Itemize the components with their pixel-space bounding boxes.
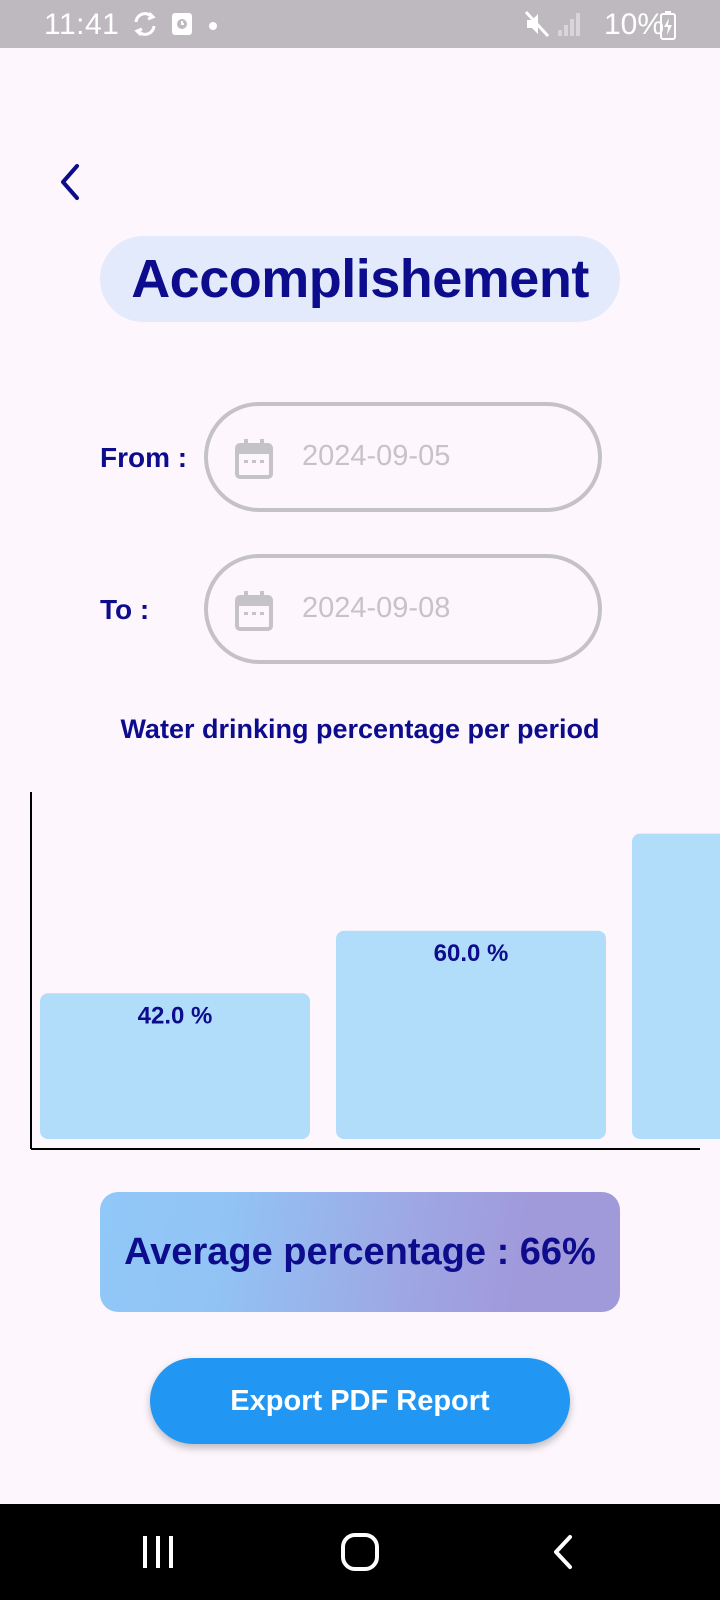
average-text: Average percentage : 66% xyxy=(124,1230,596,1273)
mute-icon xyxy=(524,10,550,43)
recent-apps-icon[interactable] xyxy=(140,1532,176,1577)
chart-bar-1[interactable] xyxy=(40,993,310,1139)
to-label: To : xyxy=(100,594,150,625)
back-icon[interactable] xyxy=(548,1532,578,1577)
calendar-icon xyxy=(234,590,274,637)
chart-bar-3[interactable] xyxy=(632,833,720,1139)
dot-icon xyxy=(208,18,218,36)
to-date-value: 2024-09-08 xyxy=(302,592,451,624)
page-title-pill: Accomplishement xyxy=(100,236,620,322)
calendar-icon xyxy=(234,438,274,485)
average-summary: Average percentage : 66% xyxy=(100,1192,620,1312)
status-time: 11:41 xyxy=(44,8,120,41)
signal-icon xyxy=(556,10,582,43)
from-date-value: 2024-09-05 xyxy=(302,440,451,472)
home-icon[interactable] xyxy=(340,1532,380,1577)
bar-value-label-1: 42.0 % xyxy=(138,1002,213,1029)
system-nav-bar xyxy=(0,1504,720,1600)
clock-app-icon xyxy=(170,10,194,43)
page-title: Accomplishement xyxy=(131,249,589,309)
export-pdf-label: Export PDF Report xyxy=(230,1384,490,1417)
chart-bar-2[interactable] xyxy=(336,930,606,1139)
bar-chart-svg: 42.0 % 60.0 % xyxy=(30,792,720,1150)
battery-charging-icon xyxy=(660,10,676,45)
chevron-left-icon xyxy=(55,160,85,209)
to-date-field[interactable]: 2024-09-08 xyxy=(204,554,602,664)
from-date-field[interactable]: 2024-09-05 xyxy=(204,402,602,512)
chart-title: Water drinking percentage per period xyxy=(120,714,600,744)
from-label: From : xyxy=(100,442,188,473)
sync-icon xyxy=(132,10,158,43)
bar-chart[interactable]: 42.0 % 60.0 % xyxy=(0,780,720,1160)
export-pdf-button[interactable]: Export PDF Report xyxy=(150,1358,570,1444)
status-bar: 11:41 10% xyxy=(0,0,720,48)
back-button[interactable] xyxy=(48,162,92,206)
battery-percent: 10% xyxy=(604,8,665,41)
bar-value-label-2: 60.0 % xyxy=(434,940,509,967)
